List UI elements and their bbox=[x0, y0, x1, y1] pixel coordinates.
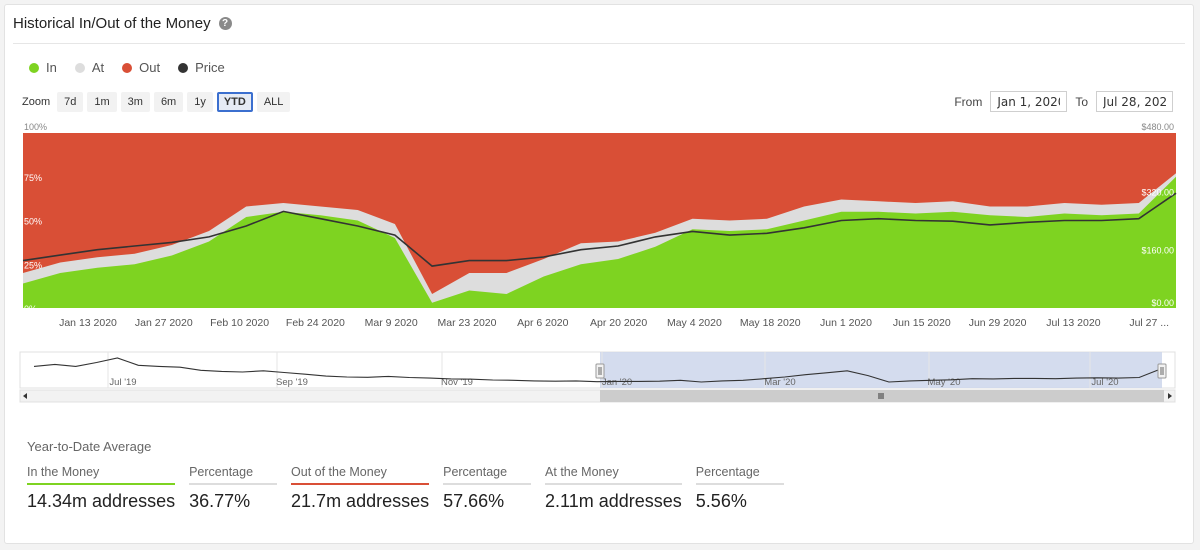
legend-item-out[interactable]: Out bbox=[122, 60, 160, 75]
legend-label-price: Price bbox=[195, 60, 225, 75]
scrollbar-thumb[interactable] bbox=[600, 390, 1164, 402]
legend: In At Out Price bbox=[29, 60, 225, 75]
price-line bbox=[22, 192, 1177, 267]
stat-value: 21.7m addresses bbox=[291, 491, 430, 511]
x-tick-label: Mar 9 2020 bbox=[365, 317, 418, 329]
stat-label: At the Money bbox=[545, 465, 682, 485]
navigator-handle[interactable] bbox=[595, 363, 605, 379]
stat-out-percentage: Percentage 57.66% bbox=[443, 465, 532, 512]
legend-item-price[interactable]: Price bbox=[178, 60, 225, 75]
x-tick-label: Jul 27 ... bbox=[1129, 317, 1169, 329]
stat-label: Percentage bbox=[695, 465, 784, 485]
legend-label-out: Out bbox=[139, 60, 161, 75]
from-date-input[interactable] bbox=[990, 91, 1068, 112]
y-tick-left: 75% bbox=[24, 173, 42, 183]
x-tick-label: Jul 13 2020 bbox=[1046, 317, 1100, 329]
zoom-label: Zoom bbox=[22, 96, 51, 108]
legend-dot-in bbox=[29, 62, 39, 73]
stat-label: In the Money bbox=[27, 465, 176, 485]
summary-stats: In the Money 14.34m addresses Percentage… bbox=[27, 465, 784, 512]
stat-in-percentage: Percentage 36.77% bbox=[189, 465, 278, 512]
summary-title: Year-to-Date Average bbox=[27, 439, 152, 454]
legend-dot-price bbox=[178, 62, 189, 73]
stat-label: Out of the Money bbox=[291, 465, 430, 485]
navigator-label: May '20 bbox=[928, 377, 961, 388]
zoom-button-7d[interactable]: 7d bbox=[57, 92, 84, 112]
y-tick-left: 0% bbox=[24, 304, 37, 314]
y-tick-right: $160.00 bbox=[1141, 246, 1174, 256]
navigator-label: Sep '19 bbox=[276, 377, 308, 388]
zoom-button-ytd[interactable]: YTD bbox=[216, 92, 253, 112]
x-tick-label: Feb 24 2020 bbox=[286, 317, 345, 329]
stat-value: 14.34m addresses bbox=[27, 491, 176, 511]
x-tick-label: Apr 6 2020 bbox=[517, 317, 569, 329]
question-icon[interactable]: ? bbox=[218, 17, 232, 30]
scroll-right-arrow-icon[interactable] bbox=[1168, 393, 1172, 399]
zoom-button-1m[interactable]: 1m bbox=[87, 92, 117, 112]
zoom-button-3m[interactable]: 3m bbox=[120, 92, 150, 112]
from-label: From bbox=[954, 94, 983, 109]
navigator-price-line bbox=[33, 357, 1161, 383]
zoom-button-1y[interactable]: 1y bbox=[187, 92, 213, 112]
main-chart[interactable]: 100% 75% 50% 25% 0% $480.00 $320.00 $160.00 $0.0… bbox=[0, 115, 1200, 340]
x-tick-label: Jun 1 2020 bbox=[820, 317, 872, 329]
stat-at-percentage: Percentage 5.56% bbox=[695, 465, 784, 512]
navigator-chart[interactable]: Jul '19 Sep '19 Nov '19 Jan '20 Mar '20 May '… bbox=[0, 348, 1200, 406]
navigator-label: Nov '19 bbox=[441, 377, 473, 388]
y-tick-left: 100% bbox=[24, 122, 47, 132]
zoom-controls: Zoom 7d 1m 3m 6m 1y YTD ALL bbox=[22, 92, 291, 112]
y-tick-right: $320.00 bbox=[1141, 187, 1174, 197]
to-label: To bbox=[1075, 94, 1088, 109]
y-tick-right: $0.00 bbox=[1151, 298, 1174, 308]
stat-label: Percentage bbox=[443, 465, 532, 485]
legend-label-at: At bbox=[91, 60, 105, 75]
x-tick-label: May 18 2020 bbox=[740, 317, 801, 329]
y-tick-left: 25% bbox=[24, 260, 42, 270]
navigator-label: Mar '20 bbox=[764, 377, 795, 388]
stat-in-the-money: In the Money 14.34m addresses bbox=[27, 465, 176, 512]
legend-item-in[interactable]: In bbox=[29, 60, 57, 75]
x-tick-label: Mar 23 2020 bbox=[438, 317, 497, 329]
y-tick-left: 50% bbox=[24, 217, 42, 227]
scroll-left-arrow-icon[interactable] bbox=[23, 393, 27, 399]
legend-dot-at bbox=[74, 62, 85, 73]
x-tick-label: Jan 27 2020 bbox=[135, 317, 193, 329]
stat-out-of-the-money: Out of the Money 21.7m addresses bbox=[291, 465, 430, 512]
zoom-button-all[interactable]: ALL bbox=[256, 92, 291, 112]
navigator-label: Jul '20 bbox=[1091, 377, 1118, 388]
in-area bbox=[23, 176, 1176, 308]
navigator-label: Jul '19 bbox=[109, 377, 136, 388]
legend-label-in: In bbox=[46, 60, 57, 75]
chart-title: Historical In/Out of the Money bbox=[13, 15, 211, 32]
to-date-input[interactable] bbox=[1096, 91, 1173, 112]
legend-dot-out bbox=[122, 62, 133, 73]
stat-value: 36.77% bbox=[189, 491, 251, 511]
legend-item-at[interactable]: At bbox=[74, 60, 105, 75]
stat-at-the-money: At the Money 2.11m addresses bbox=[545, 465, 682, 512]
y-tick-right: $480.00 bbox=[1141, 122, 1174, 132]
zoom-button-6m[interactable]: 6m bbox=[153, 92, 184, 112]
x-tick-label: May 4 2020 bbox=[667, 317, 722, 329]
title-row: Historical In/Out of the Money ? bbox=[13, 15, 232, 32]
x-tick-label: Jun 15 2020 bbox=[893, 317, 951, 329]
date-range: From To bbox=[954, 91, 1173, 112]
navigator-label: Jan '20 bbox=[602, 377, 632, 388]
stat-value: 2.11m addresses bbox=[545, 491, 682, 511]
stat-label: Percentage bbox=[189, 465, 278, 485]
divider bbox=[13, 43, 1185, 44]
x-tick-label: Feb 10 2020 bbox=[210, 317, 269, 329]
x-tick-label: Jan 13 2020 bbox=[59, 317, 117, 329]
stat-value: 5.56% bbox=[695, 491, 747, 511]
navigator-selection bbox=[600, 352, 1162, 388]
navigator-handle[interactable] bbox=[1157, 363, 1167, 379]
x-tick-label: Apr 20 2020 bbox=[590, 317, 647, 329]
stat-value: 57.66% bbox=[443, 491, 505, 511]
x-tick-label: Jun 29 2020 bbox=[969, 317, 1027, 329]
